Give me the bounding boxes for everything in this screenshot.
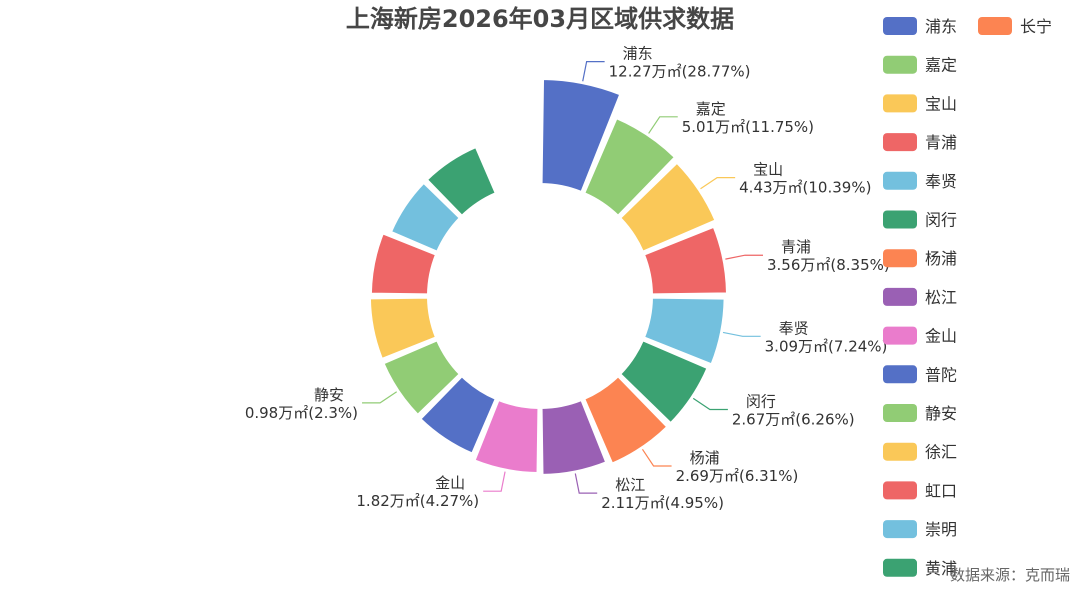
slice-奉贤[interactable] bbox=[643, 296, 726, 366]
slice-label-value-青浦: 3.56万㎡(8.35%) bbox=[767, 256, 890, 274]
legend-item-宝山[interactable]: 宝山 bbox=[883, 94, 957, 113]
label-line-宝山 bbox=[700, 177, 736, 190]
legend-item-长宁[interactable]: 长宁 bbox=[978, 17, 1052, 36]
slice-label-value-嘉定: 5.01万㎡(11.75%) bbox=[682, 118, 814, 136]
slice-label-value-静安: 0.98万㎡(2.3%) bbox=[245, 404, 358, 422]
legend-swatch bbox=[883, 404, 917, 422]
legend-swatch bbox=[883, 481, 917, 500]
legend-item-普陀[interactable]: 普陀 bbox=[883, 365, 957, 384]
label-line-静安 bbox=[362, 391, 398, 404]
legend-label: 徐汇 bbox=[925, 443, 957, 462]
slice-金山[interactable] bbox=[473, 399, 540, 475]
slice-松江[interactable] bbox=[540, 399, 608, 476]
label-line-嘉定 bbox=[648, 116, 678, 134]
legend-swatch bbox=[883, 94, 917, 113]
legend-item-松江[interactable]: 松江 bbox=[883, 287, 957, 307]
slice-label-value-金山: 1.82万㎡(4.27%) bbox=[356, 492, 479, 510]
slice-普陀[interactable] bbox=[419, 375, 497, 455]
slice-崇明[interactable] bbox=[390, 181, 461, 253]
slice-青浦[interactable] bbox=[643, 225, 728, 296]
slice-闵行[interactable] bbox=[619, 339, 709, 425]
legend-item-徐汇[interactable]: 徐汇 bbox=[883, 442, 957, 462]
legend-label: 松江 bbox=[925, 288, 957, 307]
legend-label: 金山 bbox=[925, 327, 957, 346]
legend-swatch bbox=[883, 171, 917, 190]
slice-label-name-金山: 金山 bbox=[435, 474, 465, 492]
legend-label: 虹口 bbox=[925, 481, 957, 500]
slice-黄浦[interactable] bbox=[425, 146, 497, 217]
slice-label-name-静安: 静安 bbox=[314, 386, 344, 404]
legend-label: 青浦 bbox=[925, 133, 957, 152]
legend-item-奉贤[interactable]: 奉贤 bbox=[883, 171, 957, 191]
label-line-杨浦 bbox=[641, 449, 672, 467]
legend-swatch bbox=[883, 326, 917, 345]
slice-静安[interactable] bbox=[382, 339, 461, 416]
slice-徐汇[interactable] bbox=[368, 296, 437, 360]
slice-label-name-奉贤: 奉贤 bbox=[779, 319, 809, 337]
slice-杨浦[interactable] bbox=[583, 375, 669, 465]
legend-label: 崇明 bbox=[925, 520, 957, 539]
legend-swatch bbox=[883, 133, 917, 152]
legend-label: 闵行 bbox=[925, 211, 957, 230]
slice-label-value-浦东: 12.27万㎡(28.77%) bbox=[609, 63, 751, 81]
legend-swatch bbox=[883, 17, 917, 35]
label-line-闵行 bbox=[692, 397, 728, 411]
legend-label: 奉贤 bbox=[925, 172, 957, 191]
legend-label: 长宁 bbox=[1020, 17, 1052, 36]
legend-item-闵行[interactable]: 闵行 bbox=[883, 210, 957, 230]
legend-item-杨浦[interactable]: 杨浦 bbox=[883, 249, 957, 268]
legend-swatch bbox=[978, 17, 1012, 35]
legend-swatch bbox=[883, 520, 917, 539]
legend-item-静安[interactable]: 静安 bbox=[883, 404, 957, 423]
legend-swatch bbox=[883, 558, 917, 577]
legend-label: 普陀 bbox=[925, 365, 957, 384]
legend-item-浦东[interactable]: 浦东 bbox=[883, 17, 957, 36]
legend-item-虹口[interactable]: 虹口 bbox=[883, 481, 957, 500]
chart-title: 上海新房2026年03月区域供求数据 bbox=[346, 5, 734, 33]
legend-item-嘉定[interactable]: 嘉定 bbox=[883, 56, 957, 75]
slice-label-name-浦东: 浦东 bbox=[623, 45, 653, 63]
label-line-青浦 bbox=[725, 254, 763, 260]
legend-label: 宝山 bbox=[925, 94, 957, 113]
legend-item-青浦[interactable]: 青浦 bbox=[883, 133, 957, 152]
legend-label: 黄浦 bbox=[925, 559, 957, 578]
slice-label-value-奉贤: 3.09万㎡(7.24%) bbox=[765, 337, 888, 355]
legend-swatch bbox=[883, 365, 917, 384]
legend-swatch bbox=[883, 287, 917, 306]
legend-item-黄浦[interactable]: 黄浦 bbox=[883, 558, 957, 578]
slice-虹口[interactable] bbox=[369, 232, 437, 296]
legend-swatch bbox=[883, 249, 917, 268]
legend-swatch bbox=[883, 442, 917, 461]
legend-swatch bbox=[883, 210, 917, 229]
slice-宝山[interactable] bbox=[619, 161, 717, 253]
legend-item-崇明[interactable]: 崇明 bbox=[883, 520, 957, 539]
slice-label-name-松江: 松江 bbox=[615, 476, 645, 494]
legend-label: 浦东 bbox=[925, 17, 957, 36]
slice-label-name-宝山: 宝山 bbox=[753, 161, 783, 179]
legend-label: 嘉定 bbox=[925, 56, 957, 75]
label-line-松江 bbox=[574, 473, 598, 494]
slice-嘉定[interactable] bbox=[583, 117, 676, 217]
slice-label-name-青浦: 青浦 bbox=[781, 238, 811, 256]
legend-item-金山[interactable]: 金山 bbox=[883, 326, 957, 346]
legend-label: 杨浦 bbox=[925, 249, 957, 268]
slice-label-value-闵行: 2.67万㎡(6.26%) bbox=[732, 411, 855, 429]
label-line-奉贤 bbox=[722, 331, 761, 337]
slice-浦东[interactable] bbox=[540, 78, 622, 193]
slice-label-name-杨浦: 杨浦 bbox=[690, 449, 720, 467]
legend-swatch bbox=[883, 55, 917, 74]
label-line-浦东 bbox=[582, 60, 605, 82]
donut-slices bbox=[368, 78, 728, 476]
legend-label: 静安 bbox=[925, 404, 957, 423]
label-line-金山 bbox=[483, 471, 506, 492]
slice-label-name-闵行: 闵行 bbox=[746, 393, 776, 411]
slice-label-value-宝山: 4.43万㎡(10.39%) bbox=[739, 179, 871, 197]
slice-label-value-杨浦: 2.69万㎡(6.31%) bbox=[676, 467, 799, 485]
data-source: 数据来源：克而瑞 bbox=[949, 566, 1070, 584]
slice-label-name-嘉定: 嘉定 bbox=[696, 100, 726, 118]
slice-label-value-松江: 2.11万㎡(4.95%) bbox=[601, 494, 724, 512]
